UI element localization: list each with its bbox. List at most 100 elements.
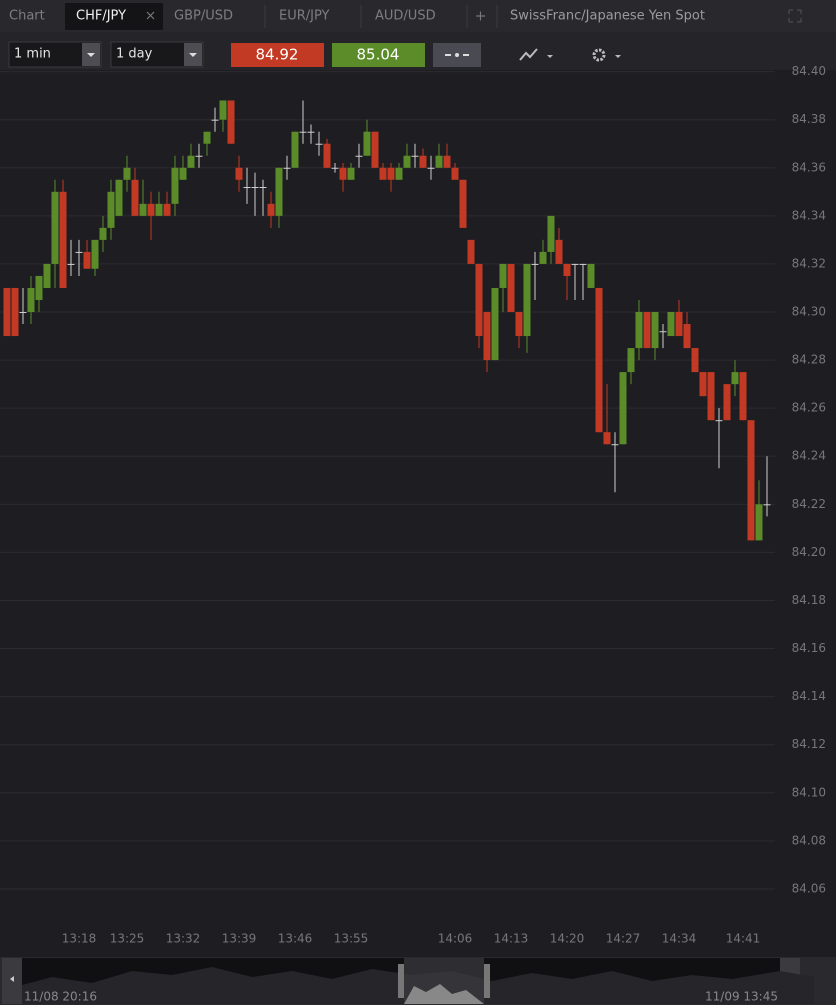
candle-body xyxy=(667,312,675,337)
candle-body xyxy=(259,187,267,189)
candle-body xyxy=(347,167,355,180)
candle-body xyxy=(603,432,611,445)
candle-body xyxy=(59,191,67,288)
dropdown-arrow xyxy=(87,53,95,57)
candle-body xyxy=(11,287,19,337)
candle-body xyxy=(571,263,579,265)
instrument-title: SwissFranc/Japanese Yen Spot xyxy=(510,9,705,24)
window-handle[interactable] xyxy=(398,964,404,998)
candle-body xyxy=(139,203,147,216)
y-tick-label: 84.12 xyxy=(792,737,826,751)
candle-body xyxy=(507,263,515,313)
candle-body xyxy=(331,167,339,169)
candle-body xyxy=(155,203,163,216)
bid-price: 84.92 xyxy=(256,46,299,64)
candle-body xyxy=(75,251,83,253)
x-tick-label: 13:55 xyxy=(334,932,369,946)
expand-icon[interactable] xyxy=(788,9,802,23)
y-tick-label: 84.20 xyxy=(792,545,826,559)
candle-body xyxy=(459,179,467,228)
candle-body xyxy=(643,312,651,349)
y-tick-label: 84.16 xyxy=(792,641,826,655)
y-tick-label: 84.30 xyxy=(792,305,826,319)
candle-body xyxy=(379,167,387,180)
y-tick-label: 84.08 xyxy=(792,833,826,847)
candle-body xyxy=(443,155,451,168)
candle-body xyxy=(691,348,699,373)
candle-body xyxy=(595,287,603,433)
candle-body xyxy=(395,167,403,180)
candle-body xyxy=(635,312,643,349)
tab[interactable]: GBP/USD xyxy=(174,9,233,24)
x-tick-label: 14:34 xyxy=(662,932,697,946)
range: 1 day xyxy=(116,47,153,62)
y-tick-label: 84.38 xyxy=(792,112,826,126)
candle-body xyxy=(195,155,203,157)
candle-body xyxy=(675,312,683,337)
navigator-end: 11/09 13:45 xyxy=(705,990,778,1004)
y-tick-label: 84.36 xyxy=(792,160,826,174)
candle-body xyxy=(707,372,715,421)
candle-body xyxy=(315,143,323,145)
y-tick-label: 84.18 xyxy=(792,593,826,607)
y-tick-label: 84.24 xyxy=(792,449,826,463)
candle-body xyxy=(659,331,667,333)
candle-body xyxy=(339,167,347,180)
plot: 84.06 84.08 84.10 84.12 84.14 84.16 84.18 84.20… xyxy=(0,64,826,946)
candle-body xyxy=(499,263,507,288)
candle-body xyxy=(731,372,739,385)
candle-body xyxy=(531,263,539,265)
candle-body xyxy=(555,239,563,264)
tab[interactable]: EUR/JPY xyxy=(279,9,330,24)
candle-body xyxy=(371,131,379,168)
candle-body xyxy=(387,167,395,180)
buy-button[interactable] xyxy=(332,43,425,67)
y-tick-label: 84.22 xyxy=(792,497,826,511)
candle-body xyxy=(355,155,363,157)
candle-body xyxy=(251,187,259,189)
candle-body xyxy=(275,167,283,216)
dropdown-arrow xyxy=(615,55,621,58)
y-tick-label: 84.26 xyxy=(792,401,826,415)
x-tick-label: 13:39 xyxy=(222,932,257,946)
close-icon[interactable] xyxy=(146,11,155,20)
x-tick-label: 14:13 xyxy=(494,932,529,946)
candle-body xyxy=(171,167,179,204)
candle-body xyxy=(467,239,475,264)
y-tick-label: 84.28 xyxy=(792,353,826,367)
x-tick-label: 13:25 xyxy=(110,932,145,946)
candle-body xyxy=(683,324,691,349)
candle-body xyxy=(43,263,51,288)
indicator-icon[interactable] xyxy=(519,48,538,61)
tab[interactable]: Chart xyxy=(9,9,45,24)
candle-body xyxy=(107,191,115,228)
add-tab[interactable] xyxy=(476,11,485,21)
dropdown-arrow xyxy=(547,55,553,58)
candle-body xyxy=(99,227,107,240)
y-tick-label: 84.40 xyxy=(792,64,826,78)
candle-body xyxy=(451,167,459,180)
x-tick-label: 14:06 xyxy=(438,932,473,946)
candle-body xyxy=(187,155,195,168)
y-tick-label: 84.34 xyxy=(792,208,826,222)
candle-body xyxy=(3,287,11,337)
sell-button[interactable] xyxy=(231,43,324,67)
candle-body xyxy=(123,167,131,180)
candle-body xyxy=(131,179,139,216)
candle-body xyxy=(179,167,187,180)
candle-body xyxy=(219,100,227,120)
active-tab[interactable] xyxy=(65,3,163,30)
tab[interactable]: AUD/USD xyxy=(375,9,436,24)
y-tick-label: 84.10 xyxy=(792,785,826,799)
window-handle[interactable] xyxy=(484,964,490,998)
candle-body xyxy=(755,504,763,541)
candle-body xyxy=(115,179,123,216)
scroll-left[interactable] xyxy=(2,958,22,1004)
settings-icon[interactable] xyxy=(592,48,606,62)
candle-body xyxy=(739,372,747,421)
candle-body xyxy=(723,384,731,421)
tab[interactable]: CHF/JPY xyxy=(76,9,126,24)
candle-body xyxy=(203,131,211,144)
candle-body xyxy=(547,215,555,252)
